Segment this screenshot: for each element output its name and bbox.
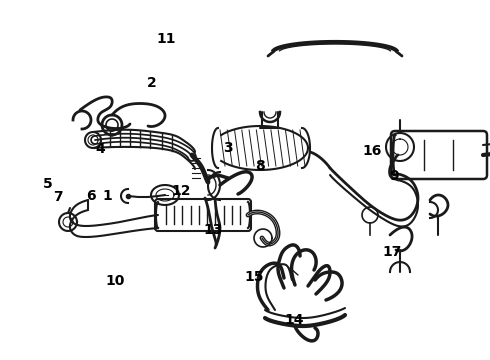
Text: 5: 5 [43,177,53,190]
Text: 17: 17 [382,245,402,259]
Text: 7: 7 [53,190,63,204]
Text: 2: 2 [147,76,157,90]
Text: 4: 4 [96,143,105,156]
Text: 8: 8 [255,159,265,173]
Text: 12: 12 [172,184,191,198]
Text: 6: 6 [86,189,96,203]
Text: 1: 1 [103,189,113,203]
Text: 11: 11 [157,32,176,46]
Text: 10: 10 [105,274,125,288]
Text: 9: 9 [390,170,399,183]
Text: 15: 15 [244,270,264,284]
Text: 14: 14 [284,314,304,327]
Text: 3: 3 [223,141,233,154]
Text: 16: 16 [363,144,382,158]
Text: 13: 13 [203,224,223,237]
